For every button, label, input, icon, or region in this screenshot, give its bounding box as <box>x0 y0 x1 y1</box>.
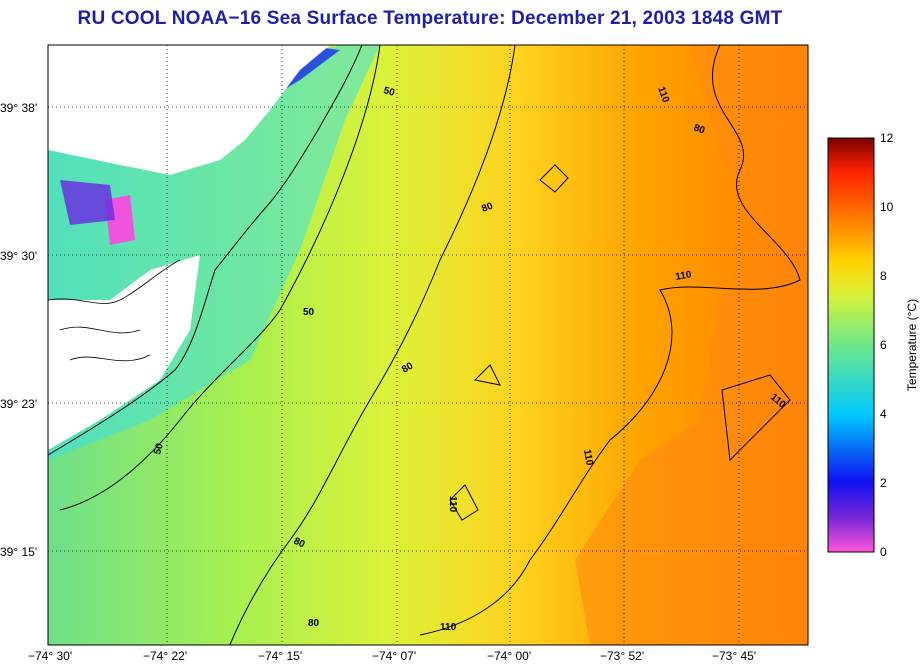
colorbar-tick: 6 <box>880 338 887 352</box>
contour-label: 110 <box>447 496 458 513</box>
contour-label: 80 <box>292 536 307 551</box>
contour-label: 110 <box>675 269 693 283</box>
contour-label: 110 <box>440 622 457 633</box>
warm-water-region <box>575 45 808 645</box>
contour-110-loop <box>449 164 791 521</box>
contour-110 <box>419 45 801 636</box>
colorbar-tick: 10 <box>880 200 894 214</box>
graticule <box>48 45 808 645</box>
contour-label: 80 <box>692 122 707 136</box>
lat-label: 39° 38' <box>0 101 37 115</box>
lon-label: −74° 07' <box>372 649 416 663</box>
contour-label: 50 <box>303 307 315 318</box>
contour-label: 80 <box>308 618 320 629</box>
contour-label: 50 <box>152 442 166 456</box>
colorbar-gradient <box>827 137 875 553</box>
lon-label: −74° 00' <box>487 649 531 663</box>
lat-label: 39° 15' <box>0 545 37 559</box>
colorbar-tick: 8 <box>880 269 887 283</box>
land-mass <box>48 45 330 175</box>
colorbar-label: Temperature (°C) <box>905 299 919 391</box>
contour-label: 110 <box>581 449 595 467</box>
contour-label: 80 <box>480 201 495 215</box>
map-title: RU COOL NOAA−16 Sea Surface Temperature:… <box>77 8 783 29</box>
lon-label: −74° 30' <box>28 649 72 663</box>
lat-label: 39° 23' <box>0 397 37 411</box>
map-area <box>48 45 808 645</box>
land-mass-south <box>48 255 200 450</box>
lon-label: −74° 15' <box>258 649 302 663</box>
cold-pixels <box>60 180 115 225</box>
bay-shoreline <box>48 259 181 362</box>
colorbar-tick: 0 <box>880 545 887 559</box>
lat-label: 39° 30' <box>0 249 37 263</box>
colorbar: 0 2 4 6 8 10 12 Temperature (°C) <box>827 131 919 559</box>
map-frame <box>47 44 809 646</box>
coastline <box>48 45 363 456</box>
lon-label: −73° 45' <box>712 649 756 663</box>
contour-50 <box>59 45 381 511</box>
colorbar-tick: 4 <box>880 407 887 421</box>
contour-label: 50 <box>382 85 396 99</box>
lon-label: −74° 22' <box>143 649 187 663</box>
contour-label: 110 <box>655 85 671 104</box>
contour-80 <box>229 45 516 645</box>
colorbar-tick: 12 <box>880 131 894 145</box>
colorbar-tick: 2 <box>880 476 887 490</box>
contour-label: 80 <box>400 360 416 375</box>
lon-label: −73° 52' <box>600 649 644 663</box>
